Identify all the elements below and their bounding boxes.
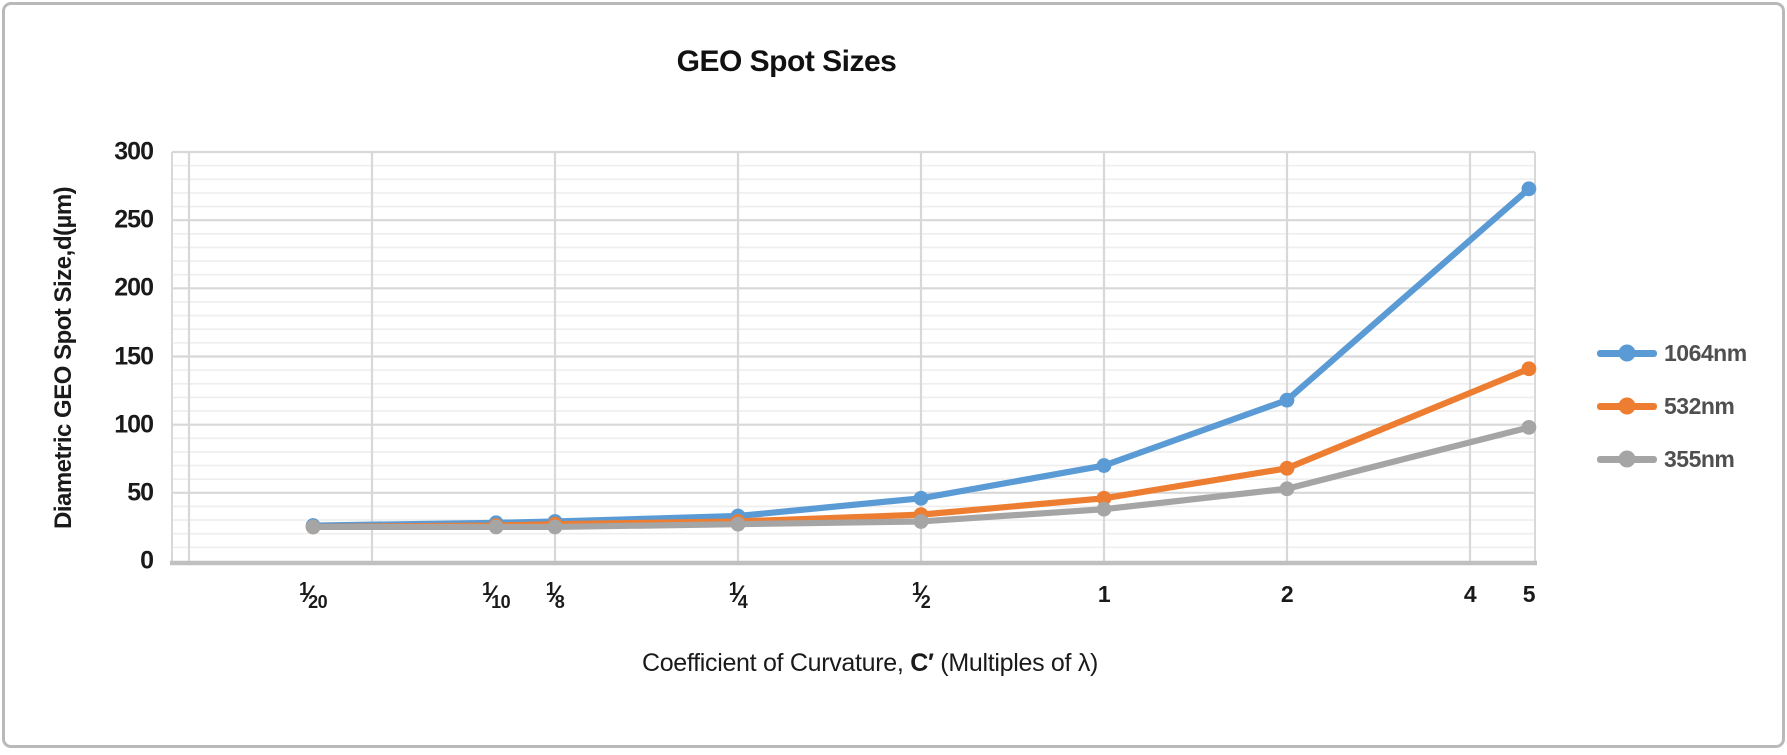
series-marker-1064nm: [1279, 392, 1295, 408]
x-axis-title: Coefficient of Curvature, C′ (Multiples …: [172, 649, 1568, 678]
legend-item-355nm: 355nm: [1597, 444, 1735, 474]
axis-title-part: (Multiples of λ): [933, 649, 1099, 677]
series-marker-1064nm: [913, 490, 929, 506]
series-marker-355nm: [730, 516, 746, 532]
axis-title-part: d: [50, 235, 77, 250]
x-tick-label: 1⁄8: [545, 579, 565, 612]
y-tick-label: 300: [114, 137, 154, 166]
series-marker-355nm: [1279, 481, 1295, 497]
x-tick-label: 5: [1522, 581, 1536, 607]
series-marker-355nm: [913, 514, 929, 529]
x-tick-label: 1: [1097, 581, 1111, 607]
fraction-part: 1: [299, 579, 309, 599]
legend-line-marker-icon: [1597, 344, 1657, 362]
series-marker-532nm: [1279, 460, 1295, 476]
fraction-part: ⁄: [553, 581, 557, 608]
fraction-part: ⁄: [919, 581, 923, 608]
series-marker-355nm: [1096, 501, 1112, 517]
fraction-part: ⁄: [489, 581, 494, 608]
fraction-part: 8: [554, 592, 565, 612]
x-tick-label: 2: [1280, 581, 1294, 607]
fraction-part: ⁄: [306, 581, 311, 608]
fraction-part: 2: [920, 592, 931, 612]
fraction-part: 10: [491, 592, 511, 612]
legend-dot-icon: [1618, 344, 1636, 362]
x-tick-label: 1⁄4: [728, 579, 748, 612]
chart-title: GEO Spot Sizes: [676, 45, 897, 78]
series-line-355nm: [309, 424, 1533, 531]
y-tick-label: 250: [114, 205, 154, 234]
series-marker-355nm: [547, 519, 563, 535]
series-marker-532nm: [1521, 361, 1537, 377]
y-tick-label: 150: [114, 342, 154, 370]
series-marker-355nm: [1521, 419, 1537, 435]
legend-dot-icon: [1618, 397, 1636, 415]
chart-canvas: [170, 150, 1537, 566]
legend-dot-icon: [1618, 450, 1636, 468]
legend-label: 1064nm: [1664, 339, 1747, 366]
legend-item-1064nm: 1064nm: [1597, 338, 1747, 368]
fraction-part: 1: [482, 579, 492, 599]
fraction-part: 4: [737, 592, 748, 612]
y-tick-label: 50: [127, 478, 154, 507]
x-tick-label: 1⁄10: [482, 579, 511, 612]
series-marker-1064nm: [1096, 458, 1112, 473]
legend-item-532nm: 532nm: [1597, 391, 1735, 421]
fraction-part: 1: [728, 579, 739, 599]
x-tick-label: 1⁄20: [299, 579, 328, 612]
series-marker-355nm: [488, 519, 504, 535]
legend-line-marker-icon: [1597, 397, 1657, 415]
x-tick-label: 1⁄2: [911, 579, 931, 612]
fraction-part: ⁄: [736, 581, 740, 608]
fraction-part: 1: [911, 579, 922, 599]
legend-line-marker-icon: [1597, 450, 1657, 468]
axis-title-part: Coefficient of Curvature,: [641, 649, 911, 677]
series-marker-1064nm: [1521, 181, 1537, 197]
y-tick-label: 200: [114, 273, 154, 302]
x-tick-label: 4: [1463, 581, 1477, 607]
legend-label: 355nm: [1664, 445, 1735, 472]
legend-label: 532nm: [1664, 392, 1735, 419]
series-marker-355nm: [305, 519, 321, 535]
fraction-part: 20: [308, 592, 328, 612]
axis-title-part: C′: [910, 649, 934, 677]
y-tick-label: 100: [114, 410, 154, 439]
y-tick-label: 0: [140, 546, 154, 575]
series-marker-532nm: [1096, 490, 1112, 506]
fraction-part: 1: [545, 579, 556, 599]
